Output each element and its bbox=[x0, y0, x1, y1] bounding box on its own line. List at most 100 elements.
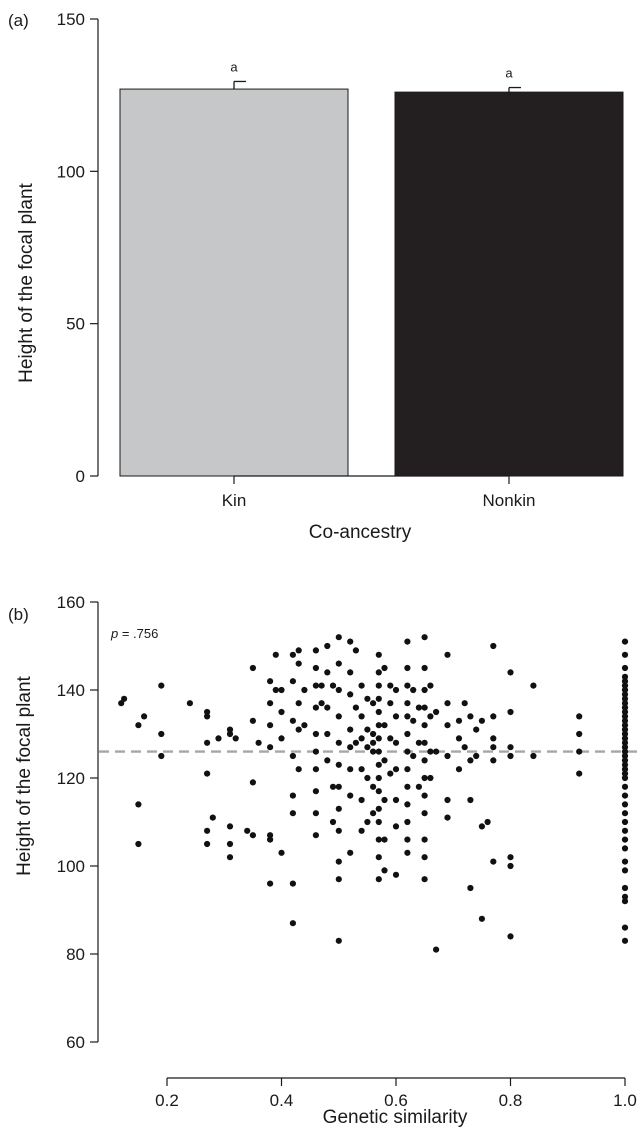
scatter-point bbox=[392, 823, 400, 830]
scatter-point bbox=[392, 686, 400, 694]
scatter-point bbox=[461, 700, 468, 707]
scatter-point bbox=[267, 678, 274, 685]
scatter-point bbox=[312, 748, 319, 755]
scatter-point bbox=[375, 682, 382, 689]
scatter-point bbox=[324, 642, 331, 650]
scatter-point bbox=[295, 726, 302, 733]
scatter-point bbox=[473, 726, 480, 733]
scatter-point bbox=[375, 836, 382, 843]
scatter-point bbox=[329, 682, 337, 689]
scatter-point bbox=[312, 810, 319, 817]
scatter-point bbox=[404, 836, 411, 843]
scatter-point bbox=[387, 700, 394, 707]
scatter-point bbox=[404, 700, 411, 707]
scatter-point bbox=[347, 849, 354, 856]
scatter-point bbox=[621, 761, 629, 768]
scatter-point bbox=[347, 638, 354, 645]
scatter-point bbox=[370, 748, 377, 755]
scatter-point bbox=[375, 722, 382, 729]
scatter-point bbox=[375, 708, 382, 716]
scatter-point bbox=[295, 647, 302, 654]
scatter-y-tick-label: 80 bbox=[66, 945, 85, 964]
scatter-point bbox=[141, 713, 148, 720]
scatter-point bbox=[329, 783, 337, 790]
scatter-point bbox=[267, 880, 274, 887]
scatter-point bbox=[358, 766, 365, 773]
scatter-point bbox=[375, 669, 382, 676]
scatter-point bbox=[404, 664, 411, 672]
scatter-point bbox=[375, 788, 382, 795]
scatter-point bbox=[392, 766, 400, 773]
scatter-point bbox=[204, 713, 211, 720]
scatter-point bbox=[490, 713, 497, 720]
scatter-point bbox=[444, 722, 451, 729]
scatter-point bbox=[621, 827, 629, 834]
scatter-point bbox=[444, 700, 451, 707]
scatter-point bbox=[392, 713, 400, 720]
scatter-point bbox=[421, 854, 428, 861]
scatter-point bbox=[621, 686, 629, 694]
scatter-point bbox=[335, 876, 342, 883]
scatter-point bbox=[364, 726, 371, 733]
scatter-point bbox=[507, 708, 514, 716]
scatter-point bbox=[335, 827, 342, 834]
scatter-point bbox=[347, 744, 354, 751]
scatter-point bbox=[421, 722, 428, 729]
scatter-point bbox=[272, 651, 279, 658]
scatter-point bbox=[455, 717, 463, 724]
scatter-point bbox=[478, 717, 485, 724]
scatter-point bbox=[324, 704, 331, 711]
scatter-point bbox=[232, 735, 239, 742]
scatter-point bbox=[621, 898, 629, 905]
scatter-point bbox=[621, 770, 629, 777]
scatter-point bbox=[387, 770, 394, 777]
scatter-point bbox=[375, 748, 382, 755]
scatter-point bbox=[347, 691, 354, 698]
scatter-point bbox=[621, 726, 629, 733]
scatter-point bbox=[404, 713, 411, 720]
scatter-point bbox=[404, 818, 411, 826]
scatter-point bbox=[121, 695, 128, 702]
scatter-y-tick-label: 140 bbox=[57, 681, 85, 700]
scatter-point bbox=[621, 730, 629, 738]
scatter-point bbox=[621, 752, 629, 760]
scatter-point bbox=[421, 686, 428, 694]
scatter-point bbox=[415, 783, 422, 790]
scatter-point bbox=[226, 726, 234, 733]
scatter-point bbox=[490, 642, 497, 650]
scatter-point bbox=[209, 814, 216, 821]
bar-chart-panel: (a) Height of the focal plant Co-ancestr… bbox=[8, 10, 624, 543]
scatter-point bbox=[433, 748, 440, 755]
scatter-point bbox=[335, 761, 342, 768]
scatter-point bbox=[415, 704, 422, 711]
scatter-point bbox=[364, 774, 371, 782]
scatter-point bbox=[135, 840, 142, 848]
scatter-point bbox=[272, 686, 279, 694]
scatter-point bbox=[404, 766, 411, 773]
scatter-point bbox=[507, 669, 514, 676]
scatter-point bbox=[576, 748, 583, 755]
scatter-point bbox=[404, 783, 411, 790]
scatter-x-tick-label: 0.2 bbox=[155, 1091, 179, 1110]
scatter-point bbox=[507, 862, 514, 870]
scatter-point bbox=[427, 748, 434, 755]
scatter-point bbox=[392, 871, 400, 878]
scatter-point bbox=[621, 673, 629, 680]
scatter-point bbox=[404, 801, 411, 808]
p-value-annotation: p = .756 bbox=[110, 626, 158, 641]
scatter-point bbox=[392, 739, 400, 746]
bar-y-tick-label: 0 bbox=[76, 467, 85, 486]
scatter-x-tick-label: 0.6 bbox=[384, 1091, 408, 1110]
scatter-x-tick-label: 0.8 bbox=[499, 1091, 523, 1110]
scatter-point bbox=[621, 748, 629, 755]
scatter-point bbox=[358, 682, 365, 689]
scatter-point bbox=[427, 713, 434, 720]
scatter-point bbox=[358, 796, 365, 804]
scatter-point bbox=[621, 700, 629, 707]
scatter-point bbox=[621, 638, 629, 645]
scatter-point bbox=[318, 682, 325, 689]
scatter-point bbox=[347, 792, 354, 799]
scatter-point bbox=[375, 805, 382, 812]
scatter-point bbox=[375, 695, 382, 702]
scatter-point bbox=[255, 739, 262, 746]
